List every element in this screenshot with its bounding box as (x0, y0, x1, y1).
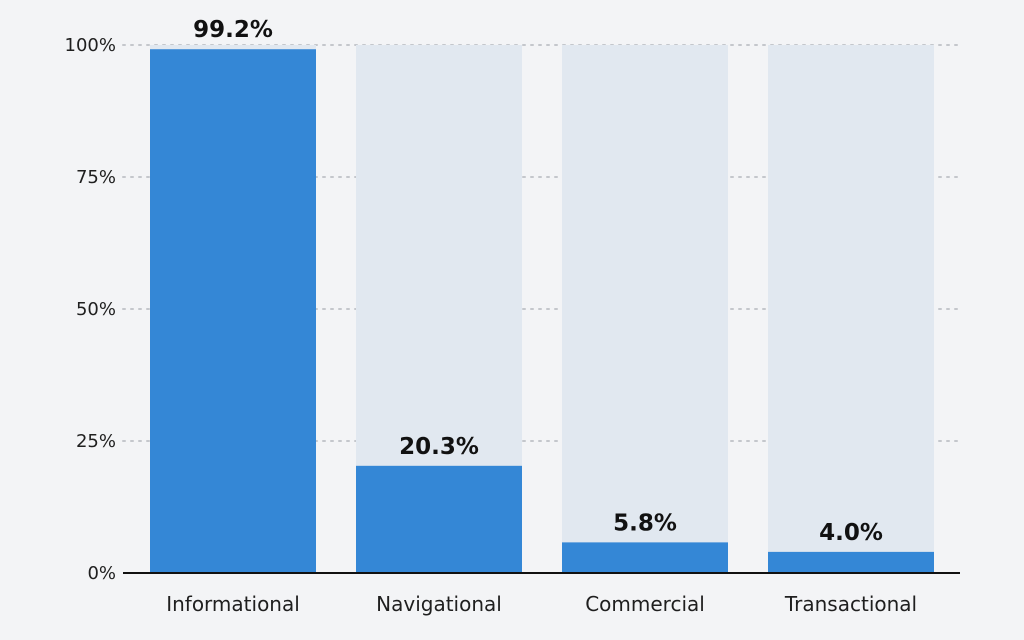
data-label: 5.8% (613, 510, 677, 536)
x-tick-label: Transactional (784, 592, 917, 616)
data-label: 20.3% (399, 434, 479, 460)
y-tick-label: 25% (76, 431, 116, 452)
bar-background (768, 45, 934, 573)
bar (356, 465, 522, 573)
bar (768, 551, 934, 573)
x-tick-label: Informational (166, 592, 300, 616)
data-label: 99.2% (193, 17, 273, 43)
bar-background (562, 45, 728, 573)
bar (562, 542, 728, 573)
x-tick-label: Navigational (376, 592, 502, 616)
bars (150, 49, 934, 573)
x-tick-label: Commercial (585, 592, 705, 616)
y-tick-label: 100% (65, 35, 116, 56)
y-tick-label: 75% (76, 167, 116, 188)
labels: 0% 25% 50% 75% 100% 99.2% Informational 20.3% Na… (65, 17, 918, 616)
y-tick-label: 50% (76, 299, 116, 320)
bar (150, 49, 316, 573)
y-tick-label: 0% (87, 563, 116, 584)
data-label: 4.0% (819, 520, 883, 546)
